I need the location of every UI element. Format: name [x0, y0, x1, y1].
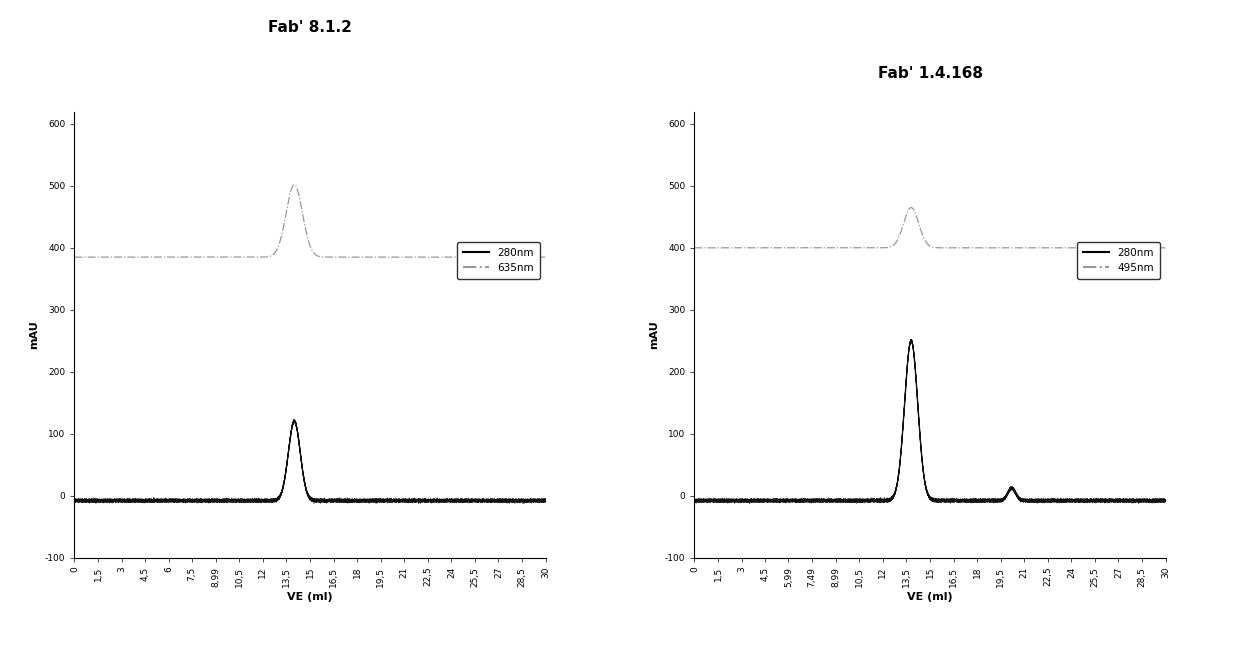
280nm — [1039, 497, 1054, 504]
Line: 280nm: 280nm — [74, 421, 546, 501]
Y-axis label: mAU: mAU — [30, 320, 40, 349]
495nm — [687, 244, 702, 252]
495nm — [773, 244, 787, 252]
280nm — [970, 497, 985, 504]
280nm — [153, 497, 167, 504]
X-axis label: VE (ml): VE (ml) — [908, 592, 952, 602]
Line: 280nm: 280nm — [694, 340, 1166, 501]
280nm — [538, 497, 553, 504]
635nm — [286, 180, 301, 188]
280nm — [286, 417, 301, 425]
280nm — [1158, 497, 1173, 504]
280nm — [773, 497, 787, 504]
280nm — [904, 337, 919, 344]
280nm — [373, 497, 388, 504]
Text: Fab' 1.4.168: Fab' 1.4.168 — [878, 66, 982, 81]
635nm — [419, 253, 434, 261]
Y-axis label: mAU: mAU — [650, 320, 660, 349]
Legend: 280nm, 495nm: 280nm, 495nm — [1076, 241, 1161, 279]
280nm — [419, 497, 434, 504]
635nm — [454, 253, 469, 261]
280nm — [867, 497, 882, 504]
280nm — [67, 497, 82, 504]
280nm — [247, 497, 262, 504]
Line: 635nm: 635nm — [74, 184, 546, 257]
635nm — [247, 253, 262, 261]
495nm — [867, 244, 882, 252]
635nm — [373, 253, 388, 261]
495nm — [1074, 244, 1089, 252]
495nm — [970, 244, 985, 252]
635nm — [350, 253, 365, 261]
280nm — [687, 497, 702, 504]
635nm — [67, 253, 82, 261]
635nm — [538, 253, 553, 261]
Text: Fab' 8.1.2: Fab' 8.1.2 — [268, 20, 352, 35]
495nm — [993, 244, 1008, 252]
X-axis label: VE (ml): VE (ml) — [288, 592, 332, 602]
495nm — [1158, 244, 1173, 252]
280nm — [993, 497, 1008, 504]
Legend: 280nm, 635nm: 280nm, 635nm — [456, 241, 541, 279]
635nm — [153, 253, 167, 261]
280nm — [454, 497, 469, 504]
280nm — [1074, 497, 1089, 504]
Line: 495nm: 495nm — [694, 207, 1166, 248]
495nm — [904, 203, 919, 211]
280nm — [350, 497, 365, 504]
495nm — [1039, 244, 1054, 252]
